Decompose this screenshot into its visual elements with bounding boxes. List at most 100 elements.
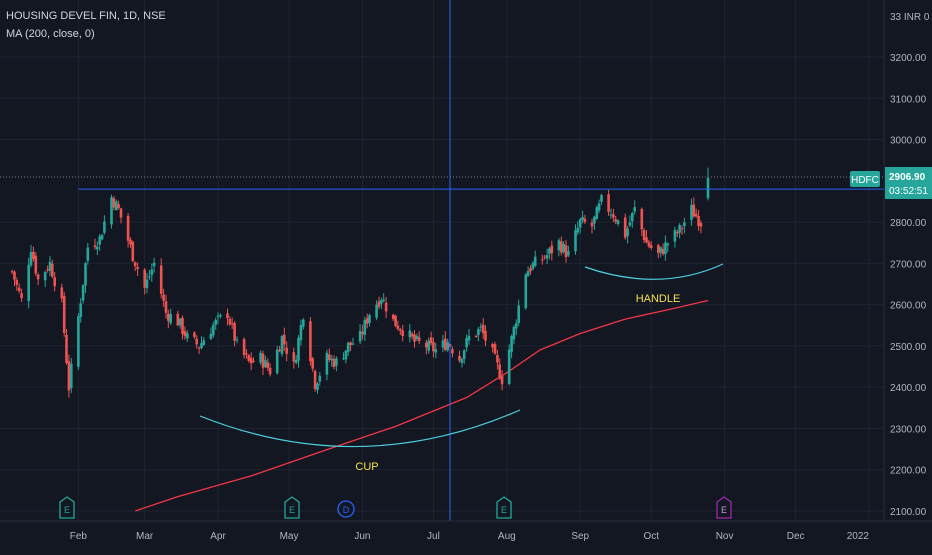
candle-body (545, 255, 549, 259)
candle-body (692, 204, 696, 217)
candle-body (515, 323, 518, 329)
candle-body (444, 338, 447, 350)
candle-body (299, 325, 303, 341)
candle-body (159, 265, 163, 294)
candle-body (649, 245, 653, 248)
candle-body (458, 355, 461, 361)
candle-body (100, 235, 104, 240)
candle-body (349, 342, 352, 345)
candle-body (616, 220, 620, 224)
candle-body (346, 342, 350, 352)
candle-body (384, 302, 388, 312)
candle-body (84, 263, 87, 286)
cup-arc[interactable] (199, 409, 521, 448)
candle-body (578, 219, 582, 228)
event-marker-letter: E (289, 505, 295, 515)
candle-body (664, 242, 667, 255)
candle-body (564, 245, 568, 258)
candle-body (214, 319, 217, 325)
symbol-line[interactable]: HOUSING DEVEL FIN, 1D, NSE (6, 10, 166, 22)
candle-body (86, 247, 90, 261)
candle-body (15, 280, 19, 285)
candle-body (683, 222, 686, 227)
handle-arc[interactable] (584, 263, 724, 280)
candle-body (496, 355, 499, 363)
candle-body (351, 343, 355, 345)
event-marker-letter: D (343, 505, 350, 515)
candle-body (512, 327, 516, 340)
earnings-marker[interactable] (716, 496, 732, 519)
candle-body (623, 217, 627, 238)
candle-body (235, 339, 239, 341)
candle-body (533, 256, 537, 266)
candle-body (233, 322, 236, 341)
candle-body (32, 251, 35, 259)
indicator-line[interactable]: MA (200, close, 0) (6, 28, 95, 40)
candle-body (29, 252, 33, 266)
candle-body (152, 262, 156, 267)
candle-body (67, 361, 71, 391)
time-axis[interactable]: Feb Mar Apr May Jun Jul Aug Sep Oct Nov Dec 2022 (70, 531, 870, 542)
candle-body (368, 315, 371, 323)
candle-body (425, 342, 428, 348)
candle-body (491, 344, 494, 348)
candle-body (178, 318, 182, 326)
candle-body (645, 237, 648, 243)
candle-body (183, 331, 187, 337)
dividend-marker[interactable] (337, 500, 355, 518)
candle-body (413, 334, 416, 342)
candle-body (17, 287, 21, 292)
candle-body (268, 368, 272, 375)
candle-body (517, 305, 520, 323)
ticker-badge (850, 171, 880, 187)
last-price: 2906.90 (889, 172, 926, 183)
drawings[interactable] (0, 0, 884, 521)
candle-body (427, 340, 430, 351)
price-tick-label: 2500.00 (890, 342, 927, 353)
candle-body (27, 264, 30, 302)
candle-body (249, 358, 253, 364)
candle-body (365, 318, 369, 324)
candle-body (694, 213, 698, 217)
candle-body (607, 194, 610, 212)
candle-body (70, 363, 73, 389)
candle-body (574, 230, 577, 252)
candle-body (697, 216, 700, 226)
candle-body (77, 316, 80, 367)
earnings-marker[interactable] (59, 496, 75, 519)
candle-body (230, 323, 234, 325)
price-axis[interactable]: 33 INR 0 3200.00 3100.00 3000.00 2800.00 270… (890, 12, 930, 518)
candle-body (626, 228, 629, 237)
candle-body (399, 329, 402, 331)
candle-body (259, 352, 262, 363)
candle-body (309, 321, 312, 362)
earnings-marker[interactable] (496, 496, 512, 519)
price-tick-label: 2700.00 (890, 259, 927, 270)
earnings-marker[interactable] (284, 496, 300, 519)
candle-body (342, 358, 345, 360)
candle-body (143, 269, 146, 288)
candle-body (479, 326, 483, 328)
candle-body (162, 294, 165, 301)
time-tick-label: 2022 (847, 531, 870, 542)
candle-body (600, 195, 603, 202)
candle-body (429, 337, 433, 344)
candle-body (474, 335, 478, 337)
candle-body (181, 317, 184, 334)
candle-body (110, 197, 113, 225)
candle-body (451, 349, 454, 354)
candle-body (36, 274, 40, 280)
candle-body (136, 266, 139, 270)
candle-body (186, 333, 189, 339)
candle-body (264, 360, 267, 367)
candle-body (609, 214, 613, 216)
candle-body (278, 349, 281, 352)
candle-body (216, 315, 220, 317)
candle-body (432, 342, 435, 352)
candle-body (628, 222, 632, 226)
candle-body (434, 349, 438, 353)
candle-body (543, 256, 546, 258)
